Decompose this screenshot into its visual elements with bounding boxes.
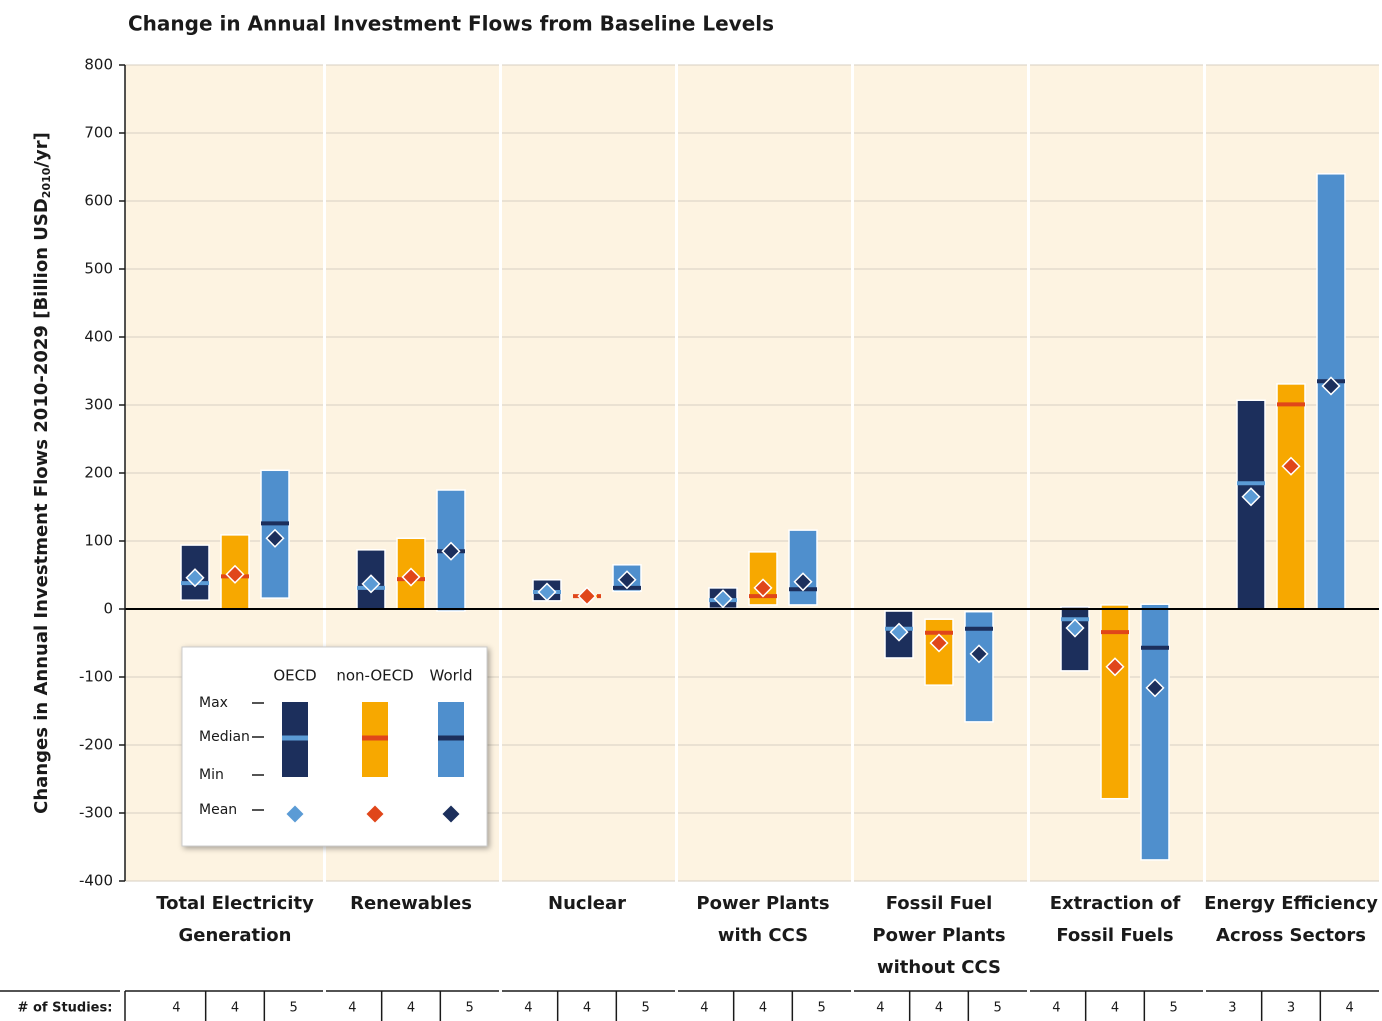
legend-label: World — [430, 667, 473, 685]
studies-count: 4 — [1346, 1001, 1354, 1016]
legend-row-label: Max — [199, 695, 228, 711]
studies-count: 3 — [1228, 1001, 1236, 1016]
studies-count: 4 — [231, 1001, 239, 1016]
chart-title: Change in Annual Investment Flows from B… — [128, 12, 774, 36]
legend-row-label: Mean — [199, 802, 237, 818]
studies-count: 5 — [642, 1001, 650, 1016]
studies-count: 4 — [583, 1001, 591, 1016]
studies-count: 4 — [700, 1001, 708, 1016]
y-axis-label-part: /yr] — [31, 132, 52, 167]
studies-count: 4 — [407, 1001, 415, 1016]
y-tick-label: 800 — [84, 56, 113, 74]
mean-marker — [1105, 657, 1125, 677]
studies-label: # of Studies: — [18, 1001, 113, 1016]
y-axis-label-part: 2010 — [40, 167, 53, 198]
mean-marker — [577, 586, 597, 606]
studies-count: 5 — [290, 1001, 298, 1016]
x-category-label: Renewables — [350, 893, 472, 914]
mean-marker — [185, 568, 205, 588]
range-bar — [260, 469, 290, 599]
y-tick-label: 600 — [84, 192, 113, 210]
legend-mean — [366, 805, 384, 823]
legend-mean — [286, 805, 304, 823]
y-tick-label: 300 — [84, 396, 113, 414]
studies-count: 4 — [1111, 1001, 1119, 1016]
legend-row-label: Min — [199, 767, 224, 783]
y-tick-label: 400 — [84, 328, 113, 346]
y-tick-label: -200 — [79, 736, 113, 754]
mean-marker — [537, 582, 557, 602]
mean-marker — [1241, 487, 1261, 507]
studies-count: 5 — [466, 1001, 474, 1016]
range-bar — [1276, 383, 1306, 610]
x-category-label: Power Plants — [872, 925, 1005, 946]
mean-marker — [265, 528, 285, 548]
mean-marker — [401, 567, 421, 587]
mean-marker — [1065, 618, 1085, 638]
y-tick-label: 100 — [84, 532, 113, 550]
range-bar — [924, 618, 954, 686]
legend-box — [181, 646, 488, 847]
mean-marker — [1281, 456, 1301, 476]
studies-count: 4 — [172, 1001, 180, 1016]
y-tick-label: 500 — [84, 260, 113, 278]
y-tick-label: -400 — [79, 872, 113, 890]
legend-label: OECD — [273, 667, 316, 685]
legend-mean — [442, 805, 460, 823]
mean-marker — [753, 578, 773, 598]
mean-marker — [441, 541, 461, 561]
x-category-label: without CCS — [877, 957, 1001, 978]
y-tick-label: -100 — [79, 668, 113, 686]
x-category-label: Fossil Fuels — [1056, 925, 1173, 946]
x-category-label: Nuclear — [548, 893, 626, 914]
x-category-label: Power Plants — [696, 893, 829, 914]
studies-count: 4 — [1052, 1001, 1060, 1016]
x-category-label: Extraction of — [1050, 893, 1181, 914]
legend-row-label: Median — [199, 729, 250, 745]
mean-marker — [1321, 376, 1341, 396]
y-tick-label: 0 — [103, 600, 113, 618]
studies-count: 4 — [348, 1001, 356, 1016]
x-category-label: with CCS — [718, 925, 808, 946]
mean-marker — [1145, 678, 1165, 698]
x-category-label: Generation — [179, 925, 292, 946]
y-tick-label: -300 — [79, 804, 113, 822]
mean-marker — [929, 633, 949, 653]
legend-label: non-OECD — [336, 667, 413, 685]
y-axis-label-part: Changes in Annual Investment Flows 2010-… — [31, 198, 52, 814]
studies-count: 4 — [524, 1001, 532, 1016]
mean-marker — [793, 572, 813, 592]
x-category-label: Across Sectors — [1216, 925, 1366, 946]
studies-count: 4 — [876, 1001, 884, 1016]
mean-marker — [361, 574, 381, 594]
studies-count: 5 — [818, 1001, 826, 1016]
mean-marker — [889, 622, 909, 642]
x-category-label: Fossil Fuel — [886, 893, 993, 914]
mean-marker — [617, 570, 637, 590]
range-bar — [1100, 604, 1130, 800]
range-bar — [884, 610, 914, 659]
y-tick-label: 700 — [84, 124, 113, 142]
range-bar — [1060, 606, 1090, 672]
mean-marker — [713, 589, 733, 609]
studies-count: 3 — [1287, 1001, 1295, 1016]
range-bar — [1140, 603, 1170, 861]
x-category-label: Total Electricity — [156, 893, 314, 914]
studies-count: 4 — [759, 1001, 767, 1016]
range-bar — [788, 529, 818, 606]
mean-marker — [969, 644, 989, 664]
y-tick-label: 200 — [84, 464, 113, 482]
studies-count: 5 — [1170, 1001, 1178, 1016]
x-category-label: Energy Efficiency — [1204, 893, 1378, 914]
y-axis-label: Changes in Annual Investment Flows 2010-… — [31, 132, 53, 814]
studies-count: 4 — [935, 1001, 943, 1016]
studies-count: 5 — [994, 1001, 1002, 1016]
mean-marker — [225, 564, 245, 584]
